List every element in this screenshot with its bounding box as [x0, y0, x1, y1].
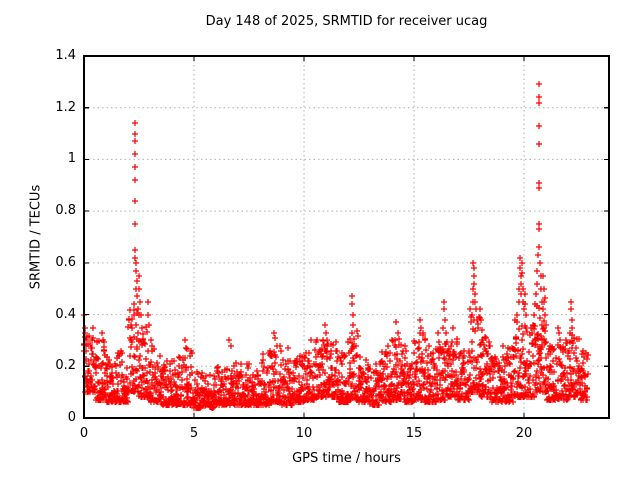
x-tick-label: 10 — [295, 426, 313, 441]
x-tick-label: 20 — [515, 426, 533, 441]
y-axis-label: SRMTID / TECUs — [28, 184, 44, 290]
chart-title: Day 148 of 2025, SRMTID for receiver uca… — [205, 14, 488, 29]
y-tick-label: 0 — [67, 410, 76, 425]
y-tick-label: 1.4 — [55, 48, 76, 63]
y-tick-label: 0.4 — [55, 306, 76, 322]
y-tick-label: 0.8 — [55, 203, 76, 219]
y-tick-label: 1 — [67, 151, 76, 167]
y-tick-label: 1.2 — [55, 99, 76, 115]
x-tick-label: 15 — [405, 426, 423, 441]
x-axis-label: GPS time / hours — [292, 451, 401, 466]
y-tick-label: 0.6 — [55, 254, 76, 270]
grid-lines — [84, 56, 609, 418]
y-tick-label: 0.2 — [55, 358, 76, 374]
data-points — [81, 81, 591, 411]
x-tick-label: 0 — [79, 426, 89, 441]
tick-marks — [83, 55, 609, 419]
plot-border — [83, 55, 610, 419]
x-tick-label: 5 — [189, 426, 199, 441]
